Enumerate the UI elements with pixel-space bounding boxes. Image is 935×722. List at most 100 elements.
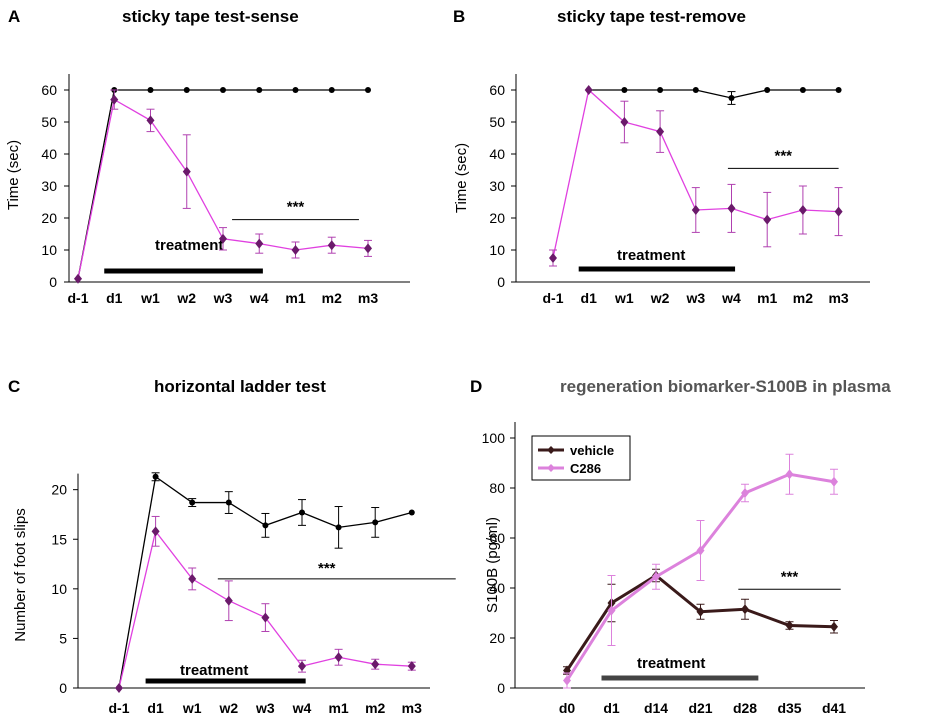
x-tick-label: d-1 (543, 290, 564, 306)
y-tick-label: 5 (59, 630, 67, 646)
y-tick-label: 100 (482, 430, 506, 446)
data-point (621, 87, 628, 93)
y-tick-label: 30 (489, 178, 505, 194)
y-tick-label: 20 (51, 482, 67, 498)
panel-letter: C (8, 377, 20, 396)
x-tick-label: m3 (402, 700, 422, 716)
treatment-label: treatment (617, 247, 685, 264)
chart-title: sticky tape test-remove (557, 7, 746, 26)
y-tick-label: 0 (49, 274, 57, 290)
x-tick-label: m3 (358, 290, 378, 306)
y-tick-label: 40 (41, 146, 57, 162)
data-point (798, 205, 807, 215)
y-tick-label: 40 (489, 580, 505, 596)
data-point (364, 243, 372, 254)
chart-title: regeneration biomarker-S100B in plasma (560, 377, 891, 396)
x-tick-label: d-1 (109, 700, 130, 716)
significance-label: *** (781, 568, 799, 585)
x-tick-label: w1 (182, 700, 202, 716)
data-point (408, 509, 415, 516)
data-point (74, 273, 82, 284)
y-tick-label: 40 (489, 146, 505, 162)
legend-box (531, 435, 631, 481)
treatment-label: treatment (180, 662, 248, 679)
data-point (224, 595, 233, 606)
y-tick-label: 10 (51, 581, 67, 597)
y-tick-label: 20 (41, 210, 57, 226)
data-point (799, 87, 806, 93)
x-tick-label: w4 (249, 290, 269, 306)
x-tick-label: w4 (292, 700, 312, 716)
x-tick-label: d28 (733, 700, 757, 716)
x-tick-label: m3 (828, 290, 848, 306)
x-tick-label: w3 (213, 290, 233, 306)
data-point (607, 605, 616, 616)
data-point (652, 571, 660, 582)
x-tick-label: d41 (822, 700, 846, 716)
chart-title: sticky tape test-sense (122, 7, 299, 26)
data-point (335, 524, 342, 531)
data-point (151, 526, 160, 537)
data-point (764, 87, 771, 93)
data-point (563, 675, 571, 686)
data-point (182, 166, 191, 177)
legend-label: vehicle (570, 443, 614, 458)
series-c286 (549, 85, 843, 267)
chart-title: horizontal ladder test (154, 377, 326, 396)
data-point (728, 95, 735, 101)
data-point (255, 238, 264, 249)
data-point (365, 87, 371, 93)
y-tick-label: 0 (497, 274, 505, 290)
data-point (110, 94, 119, 105)
data-point (256, 87, 263, 93)
data-point (835, 87, 842, 93)
x-tick-label: d-1 (68, 290, 89, 306)
treatment-bar (104, 268, 263, 274)
data-point (584, 85, 593, 95)
y-tick-label: 60 (489, 530, 505, 546)
x-tick-label: d1 (106, 290, 123, 306)
treatment-label: treatment (155, 237, 223, 254)
x-tick-label: w3 (255, 700, 275, 716)
data-point (763, 214, 772, 225)
data-point (292, 87, 299, 93)
series-vehicle (118, 472, 415, 689)
x-tick-label: d1 (603, 700, 620, 716)
data-point (696, 606, 705, 617)
x-tick-label: w2 (650, 290, 670, 306)
data-point (146, 115, 155, 126)
data-point (696, 545, 705, 556)
y-tick-label: 50 (41, 114, 57, 130)
x-tick-label: m2 (793, 290, 813, 306)
y-tick-label: 30 (41, 178, 57, 194)
data-point (727, 203, 736, 214)
data-point (299, 509, 305, 516)
y-tick-label: 0 (497, 680, 505, 696)
data-point (741, 488, 749, 498)
x-tick-label: m1 (285, 290, 305, 306)
treatment-bar (601, 675, 759, 681)
series-line (588, 89, 839, 99)
y-tick-label: 20 (489, 630, 505, 646)
data-point (371, 659, 380, 670)
x-tick-label: m2 (365, 700, 385, 716)
data-point (327, 240, 336, 251)
series-line (118, 475, 412, 689)
x-tick-label: w2 (176, 290, 196, 306)
x-tick-label: d1 (581, 290, 598, 306)
x-tick-label: w2 (218, 700, 238, 716)
x-tick-label: w3 (685, 290, 705, 306)
y-axis-label: Time (sec) (453, 143, 470, 213)
y-axis-label: Time (sec) (5, 140, 22, 210)
y-tick-label: 20 (489, 210, 505, 226)
data-point (328, 87, 335, 93)
significance-label: *** (318, 560, 336, 577)
data-point (220, 87, 226, 93)
treatment-bar (578, 266, 736, 272)
x-tick-label: d0 (559, 700, 576, 716)
data-point (656, 126, 665, 137)
